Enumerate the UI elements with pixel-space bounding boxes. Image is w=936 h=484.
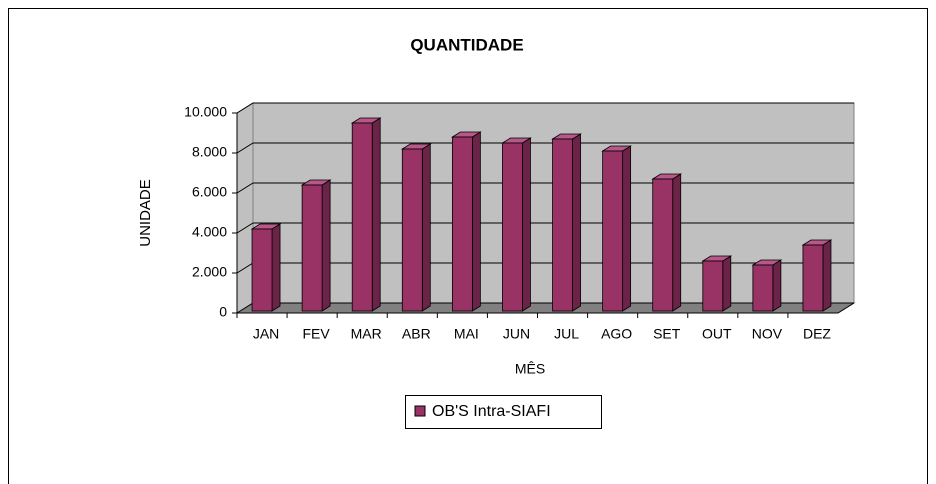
x-axis-label: MÊS <box>515 361 545 377</box>
bar <box>502 142 523 312</box>
bar-side <box>572 133 581 312</box>
x-tick-label: FEV <box>303 326 331 342</box>
x-tick-label: NOV <box>752 326 783 342</box>
x-tick-label: MAR <box>351 326 382 342</box>
x-axis-depth <box>837 302 855 314</box>
legend <box>405 395 602 429</box>
bar <box>552 138 573 312</box>
bar-side <box>271 223 281 312</box>
y-axis-label: UNIDADE <box>137 179 154 247</box>
bar <box>752 264 774 312</box>
bar-side <box>321 179 331 312</box>
bar <box>451 136 473 312</box>
y-tick-label: 10.000 <box>184 104 227 120</box>
bar <box>301 184 323 312</box>
bar-side <box>672 173 682 312</box>
chart-title: QUANTIDADE <box>410 35 523 54</box>
bar-side <box>371 117 381 312</box>
bar <box>802 244 824 312</box>
bar-side <box>421 143 431 312</box>
bar-side <box>522 137 531 312</box>
grid-line <box>236 102 854 114</box>
x-tick-label: MAI <box>454 326 479 342</box>
bar-side <box>772 259 782 312</box>
x-tick-label: AGO <box>601 326 632 342</box>
x-tick-label: SET <box>653 326 681 342</box>
y-tick-label: 6.000 <box>192 184 227 200</box>
x-tick-label: JAN <box>253 326 279 342</box>
bar-side <box>822 239 832 312</box>
x-tick-label: JUL <box>554 326 579 342</box>
side-wall <box>236 102 254 314</box>
bar-side <box>622 145 632 312</box>
x-tick-label: ABR <box>402 326 431 342</box>
x-tick-label: JUN <box>503 326 530 342</box>
bar <box>652 178 674 312</box>
legend-label: OB'S Intra-SIAFI <box>432 403 551 420</box>
legend-swatch <box>414 405 426 417</box>
bar <box>702 260 724 312</box>
x-tick-label: OUT <box>702 326 732 342</box>
y-tick-label: 8.000 <box>192 144 227 160</box>
bar <box>351 122 373 312</box>
x-tick-label: DEZ <box>803 326 831 342</box>
bar <box>602 150 624 312</box>
bar <box>251 228 273 312</box>
bar <box>401 148 423 312</box>
bar-side <box>471 131 481 312</box>
grid-line <box>236 142 854 154</box>
y-tick-label: 4.000 <box>192 224 227 240</box>
bar-side <box>722 255 732 312</box>
y-tick-label: 2.000 <box>192 264 227 280</box>
y-tick-label: 0 <box>219 304 227 320</box>
